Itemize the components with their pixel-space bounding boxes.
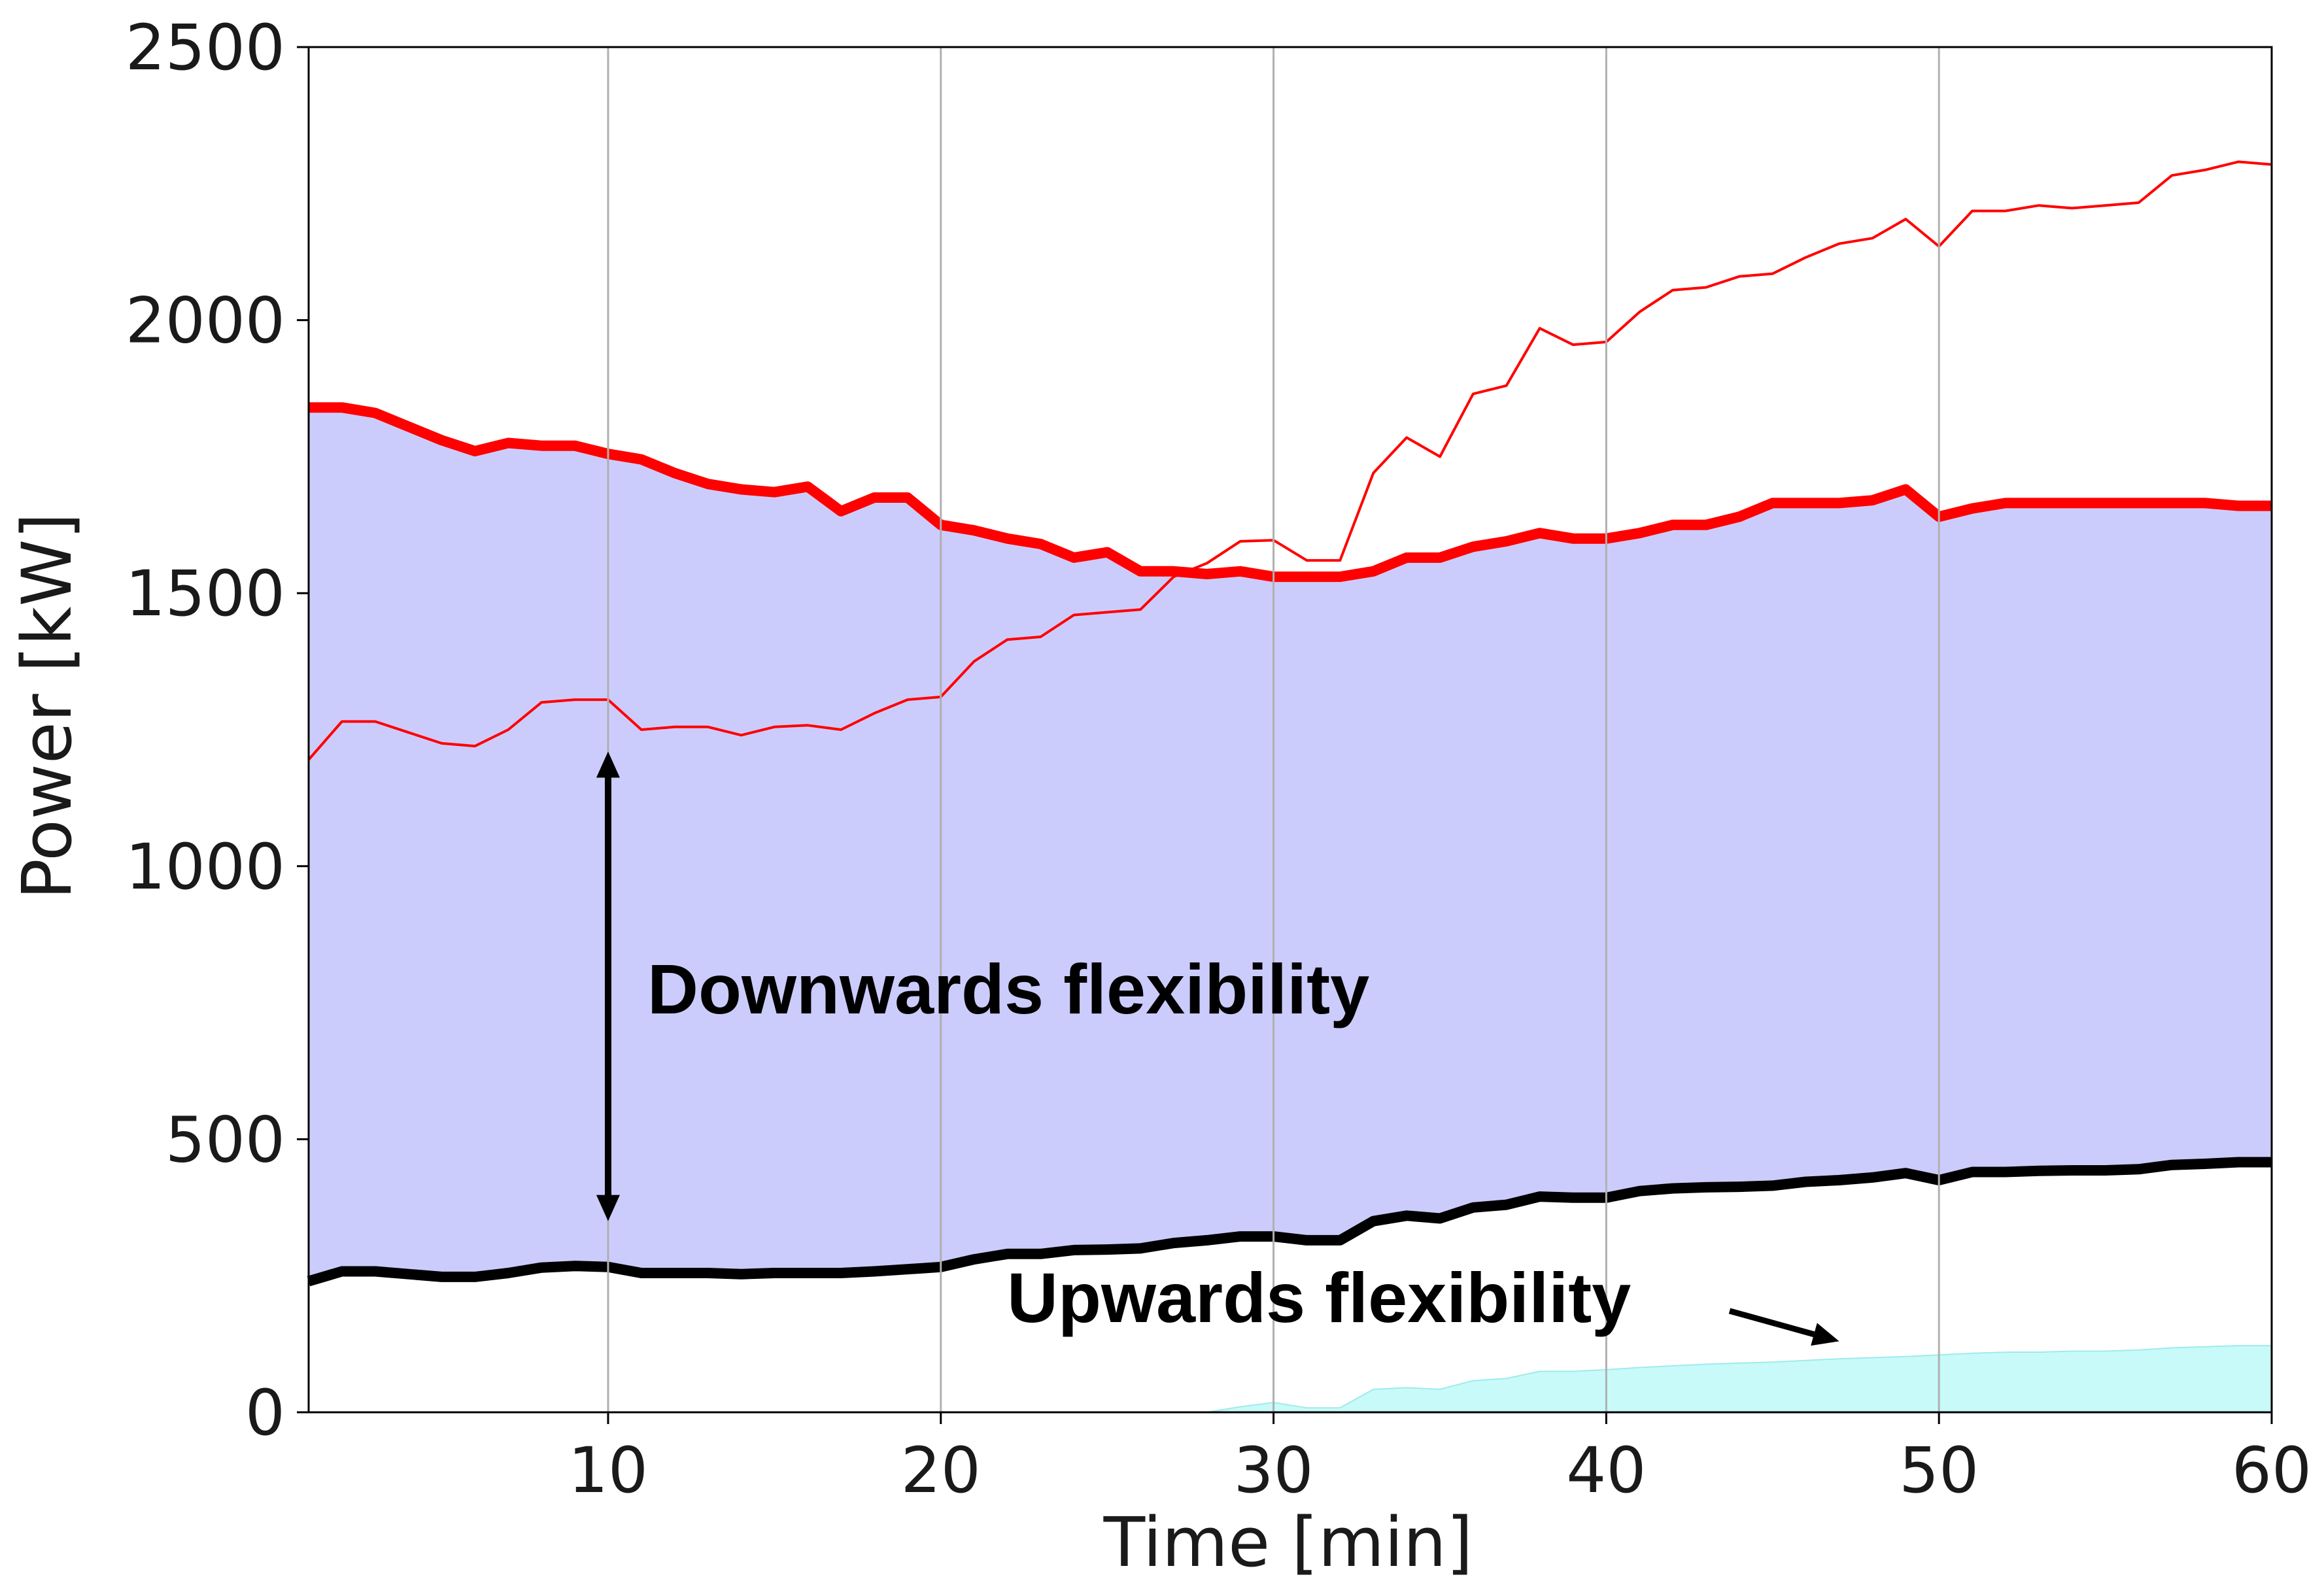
plot-frame (307, 46, 2273, 1414)
y-tick-label: 1000 (126, 830, 285, 904)
x-axis-title: Time [min] (1103, 1503, 1473, 1582)
thick-red-series-line (309, 402, 2272, 583)
downwards-flexibility-area (309, 407, 2272, 1282)
upwards-flexibility-label: Upwards flexibility (1007, 1258, 1631, 1337)
y-tick-label: 500 (165, 1103, 285, 1176)
arrow-head-down (596, 1195, 620, 1221)
x-tick-label: 40 (1566, 1434, 1646, 1507)
x-tick-label: 30 (1233, 1434, 1313, 1507)
x-tick-label: 60 (2232, 1434, 2312, 1507)
y-tick-label: 1500 (126, 557, 285, 630)
y-tick-label: 2000 (126, 284, 285, 358)
annotations: Downwards flexibility Upwards flexibilit… (596, 751, 1839, 1346)
y-tick-label: 2500 (126, 11, 285, 84)
x-tick-label: 10 (568, 1434, 648, 1507)
axes: 10 20 30 40 50 60 0 500 1000 1500 2000 2500 (126, 11, 2312, 1507)
arrow-head-up (596, 751, 620, 778)
upwards-flexibility-arrow-shaft (1728, 1308, 1815, 1338)
black-series-line (307, 1157, 2272, 1287)
x-tick-label: 50 (1899, 1434, 1979, 1507)
thin-red-series-line (307, 160, 2272, 761)
upwards-arrow-head (1811, 1323, 1839, 1346)
downwards-flexibility-label: Downwards flexibility (647, 949, 1369, 1028)
y-axis-title: Power [kW] (7, 513, 87, 900)
plot-area (307, 160, 2272, 1413)
x-tick-label: 20 (901, 1434, 981, 1507)
y-tick-label: 0 (245, 1376, 285, 1450)
